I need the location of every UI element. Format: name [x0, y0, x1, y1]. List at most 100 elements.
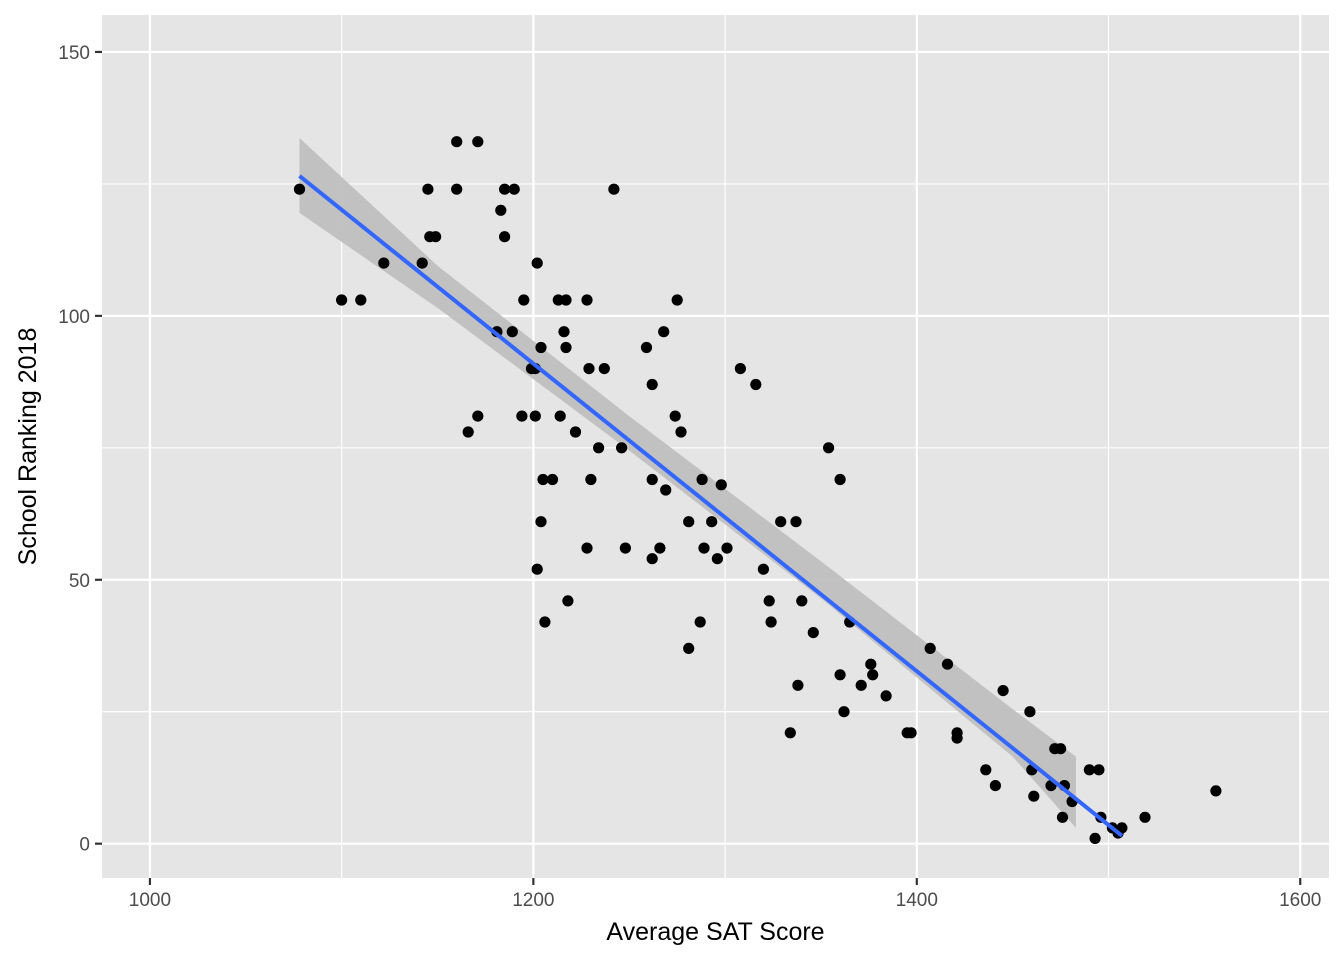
data-point — [554, 410, 566, 422]
data-point — [951, 727, 963, 739]
data-point — [807, 627, 819, 639]
data-point — [711, 553, 724, 565]
data-points — [293, 136, 1222, 845]
data-point — [499, 231, 511, 243]
data-point — [792, 679, 804, 691]
data-point — [834, 669, 846, 681]
data-point — [560, 341, 572, 354]
data-point — [1116, 822, 1128, 834]
data-point — [775, 516, 787, 528]
data-point — [671, 294, 683, 306]
data-point — [581, 294, 593, 306]
data-point — [1055, 743, 1067, 755]
data-point — [750, 378, 762, 391]
data-point — [823, 442, 835, 454]
data-point — [581, 542, 593, 554]
data-point — [838, 706, 850, 718]
data-point — [646, 378, 658, 391]
data-point — [658, 326, 670, 338]
data-point — [552, 294, 564, 306]
y-axis-ticks: 0 50 100 150 — [58, 43, 102, 856]
data-point — [694, 616, 706, 628]
data-point — [683, 642, 695, 655]
plot-panel — [102, 15, 1329, 878]
data-point — [1056, 811, 1069, 823]
data-point — [430, 231, 442, 243]
data-point — [796, 595, 808, 607]
data-point — [531, 563, 543, 575]
y-tick-label: 150 — [58, 43, 90, 64]
data-point — [1210, 785, 1222, 797]
y-tick-label: 0 — [79, 835, 90, 856]
data-point — [531, 257, 543, 269]
data-point — [535, 516, 547, 528]
data-point — [696, 473, 708, 486]
data-point — [784, 727, 796, 739]
data-point — [583, 363, 595, 375]
data-point — [585, 473, 597, 486]
data-point — [855, 679, 867, 691]
data-point — [569, 426, 582, 438]
data-point — [616, 442, 628, 454]
data-point — [546, 473, 559, 486]
data-point — [1139, 811, 1151, 823]
x-axis-ticks: 1000 1200 1400 1600 — [129, 878, 1321, 911]
data-point — [734, 363, 747, 375]
data-point — [506, 326, 518, 338]
data-point — [593, 442, 605, 454]
data-point — [499, 183, 511, 195]
data-point — [608, 183, 620, 195]
data-point — [980, 764, 992, 776]
data-point — [924, 642, 936, 655]
data-point — [518, 294, 530, 306]
x-tick-label: 1000 — [129, 890, 171, 911]
y-tick-label: 50 — [69, 571, 90, 592]
data-point — [646, 553, 658, 565]
data-point — [462, 426, 474, 438]
data-point — [558, 326, 570, 338]
data-point — [654, 542, 666, 554]
major-gridlines — [102, 15, 1329, 878]
y-tick-label: 100 — [58, 307, 90, 328]
data-point — [336, 294, 348, 306]
data-point — [416, 257, 428, 269]
data-point — [765, 616, 777, 628]
data-point — [293, 183, 306, 195]
data-point — [495, 204, 507, 216]
y-axis-title: School Ranking 2018 — [14, 328, 42, 566]
data-point — [472, 410, 484, 422]
x-tick-label: 1600 — [1279, 890, 1321, 911]
data-point — [941, 658, 954, 670]
data-point — [989, 780, 1002, 792]
data-point — [451, 136, 463, 148]
data-point — [537, 473, 549, 486]
data-point — [698, 542, 710, 554]
data-point — [721, 542, 733, 554]
data-point — [675, 426, 687, 438]
data-point — [1024, 706, 1036, 718]
data-point — [472, 136, 484, 148]
regression-line — [298, 174, 1124, 838]
x-tick-label: 1400 — [896, 890, 938, 911]
data-point — [640, 341, 653, 354]
data-point — [378, 257, 390, 269]
data-point — [865, 658, 877, 670]
data-point — [1089, 832, 1101, 845]
data-point — [646, 473, 658, 486]
data-point — [905, 727, 917, 739]
data-point — [880, 690, 892, 702]
data-point — [1093, 764, 1105, 776]
data-point — [867, 669, 879, 681]
data-point — [834, 473, 846, 486]
data-point — [539, 616, 551, 628]
data-point — [355, 294, 367, 306]
data-point — [508, 183, 520, 195]
confidence-band — [299, 138, 1076, 828]
data-point — [619, 542, 632, 554]
x-axis-title: Average SAT Score — [606, 918, 824, 946]
data-point — [1083, 764, 1095, 776]
x-tick-label: 1200 — [512, 890, 554, 911]
data-point — [451, 183, 463, 195]
data-point — [516, 410, 528, 422]
